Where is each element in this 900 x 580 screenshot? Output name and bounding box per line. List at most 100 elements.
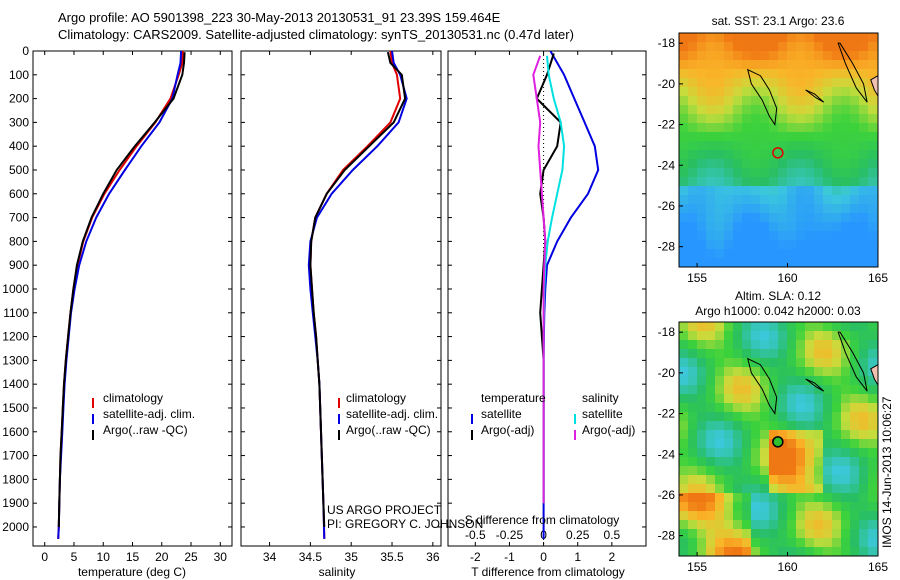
map-cell [706, 394, 716, 404]
map-cell [823, 421, 833, 431]
map-cell [733, 231, 743, 241]
map-cell [814, 466, 824, 476]
map-cell [688, 60, 698, 70]
map-cell [769, 394, 779, 404]
legend-argo: Argo(..raw -QC) [103, 423, 188, 437]
map-cell [724, 385, 734, 395]
series-group [57, 51, 186, 539]
map-cell [778, 231, 788, 241]
map-cell [688, 538, 698, 548]
map-cell [751, 168, 761, 178]
map-cell [805, 132, 815, 142]
y-tick-label: 500 [9, 163, 29, 177]
map-cell [715, 358, 725, 368]
map-cell [697, 331, 707, 341]
map-cell [751, 33, 761, 43]
map-y-tick-label: -20 [658, 366, 676, 380]
map-cell [769, 421, 779, 431]
map-cell [697, 222, 707, 232]
map-cell [706, 213, 716, 223]
map-cell [715, 403, 725, 413]
map-cell [688, 358, 698, 368]
map-cell [733, 439, 743, 449]
map-cell [823, 141, 833, 151]
map-cell [769, 69, 779, 79]
map-cell [850, 258, 860, 267]
map-cell [832, 475, 842, 485]
map-cell [733, 105, 743, 115]
map-cell [688, 204, 698, 214]
map-cell [787, 222, 797, 232]
map-cell [814, 421, 824, 431]
map-cell [769, 159, 779, 169]
map-cell [697, 186, 707, 196]
map-cell [859, 322, 869, 332]
map-cell [733, 502, 743, 512]
y-tick-label: 1600 [2, 425, 29, 439]
map-cell [832, 367, 842, 377]
map-cell [733, 529, 743, 539]
map-cell [805, 123, 815, 133]
map-cell [868, 51, 878, 61]
map-cell [841, 222, 851, 232]
map-cell [706, 493, 716, 503]
map-cell [778, 358, 788, 368]
map-cell [706, 439, 716, 449]
map-cell [823, 466, 833, 476]
sst-map-title: sat. SST: 23.1 Argo: 23.6 [712, 14, 845, 28]
map-cell [814, 150, 824, 160]
map-cell [679, 87, 689, 97]
map-cell [760, 376, 770, 386]
map-cell [832, 240, 842, 250]
map-cell [760, 439, 770, 449]
map-cell [814, 78, 824, 88]
map-cell [787, 430, 797, 440]
map-cell [778, 367, 788, 377]
map-cell [715, 132, 725, 142]
series-line [309, 51, 407, 528]
map-cell [841, 114, 851, 124]
map-cell [868, 204, 878, 214]
map-cell [742, 484, 752, 494]
map-cell [805, 484, 815, 494]
map-cell [796, 96, 806, 106]
map-cell [715, 222, 725, 232]
map-cell [724, 186, 734, 196]
map-cell [841, 421, 851, 431]
map-cell [769, 322, 779, 332]
map-cell [805, 258, 815, 267]
map-cell [742, 547, 752, 556]
map-cell [868, 493, 878, 503]
map-cell [832, 484, 842, 494]
map-cell [724, 394, 734, 404]
map-cell [697, 394, 707, 404]
map-x-tick-label: 160 [778, 271, 798, 285]
map-cell [715, 322, 725, 332]
map-cell [715, 511, 725, 521]
map-cell [850, 51, 860, 61]
map-cell [715, 123, 725, 133]
map-cell [796, 502, 806, 512]
map-cell [859, 195, 869, 205]
map-cell [841, 475, 851, 485]
map-cell [706, 538, 716, 548]
map-cell [733, 484, 743, 494]
map-cell [742, 231, 752, 241]
map-cell [814, 69, 824, 79]
map-cell [679, 168, 689, 178]
map-cell [823, 213, 833, 223]
map-cell [733, 430, 743, 440]
map-cell [850, 33, 860, 43]
map-cell [841, 150, 851, 160]
map-cell [760, 547, 770, 556]
map-cell [814, 186, 824, 196]
map-cell [715, 466, 725, 476]
map-cell [796, 511, 806, 521]
map-cell [850, 159, 860, 169]
map-cell [859, 439, 869, 449]
map-cell [742, 177, 752, 187]
map-cell [724, 547, 734, 556]
map-cell [787, 105, 797, 115]
map-cell [796, 222, 806, 232]
